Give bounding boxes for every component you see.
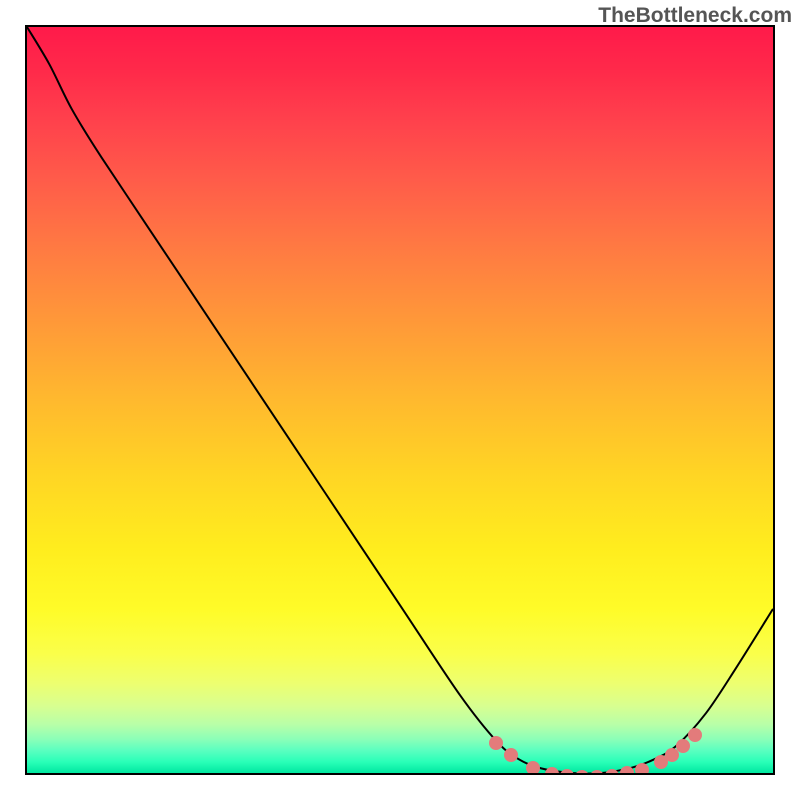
- data-marker: [688, 728, 702, 742]
- watermark-text: TheBottleneck.com: [598, 4, 792, 28]
- bottleneck-curve: [27, 27, 773, 773]
- data-marker: [489, 736, 503, 750]
- data-marker: [504, 748, 518, 762]
- data-marker: [676, 739, 690, 753]
- data-marker: [526, 761, 540, 775]
- data-marker: [545, 767, 559, 775]
- data-marker: [635, 763, 649, 776]
- plot-area: [25, 25, 775, 775]
- data-marker: [620, 766, 634, 775]
- curve-layer: [27, 27, 773, 773]
